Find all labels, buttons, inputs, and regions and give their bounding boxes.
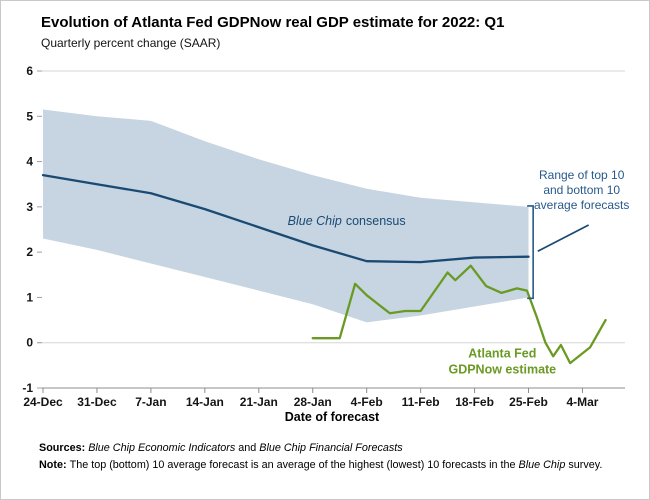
sources-segment-0: Sources: — [39, 442, 89, 454]
note-line: Note: The top (bottom) 10 average foreca… — [39, 459, 602, 471]
x-tick-label-7: 11-Feb — [402, 395, 440, 409]
sources-segment-1: Blue Chip Economic Indicators — [88, 442, 236, 454]
y-tick-label-1: 1 — [26, 290, 33, 304]
note-segment-0: Note: — [39, 459, 70, 471]
x-tick-label-2: 7-Jan — [135, 395, 166, 409]
range-label: Range of top 10 and bottom 10 average fore… — [534, 168, 629, 212]
y-tick-label-6: 6 — [26, 64, 33, 78]
x-tick-label-0: 24-Dec — [23, 395, 63, 409]
y-tick-label-2: 2 — [26, 245, 33, 259]
gdpnow-estimate-label: Atlanta Fed GDPNow estimate — [448, 347, 556, 377]
x-axis-title: Date of forecast — [284, 410, 380, 424]
chart-title: Evolution of Atlanta Fed GDPNow real GDP… — [41, 14, 505, 31]
range-bracket — [527, 205, 534, 300]
x-tick-label-10: 4-Mar — [566, 395, 598, 409]
series-line-1 — [41, 174, 530, 264]
x-tick-label-8: 18-Feb — [455, 395, 494, 409]
x-tick-label-5: 28-Jan — [294, 395, 332, 409]
x-tick-label-3: 14-Jan — [186, 395, 224, 409]
note-segment-1: The top (bottom) 10 average forecast is … — [69, 459, 519, 471]
y-tick-label-0: 0 — [26, 336, 33, 350]
sources-segment-2: and — [235, 442, 260, 454]
x-tick-label-4: 21-Jan — [240, 395, 278, 409]
x-tick-label-6: 4-Feb — [351, 395, 383, 409]
y-tick-label-4: 4 — [26, 155, 33, 169]
y-tick-label-3: 3 — [26, 200, 33, 214]
blue-chip-range-band — [43, 109, 529, 323]
x-tick-label-9: 25-Feb — [509, 395, 548, 409]
note-segment-2: Blue Chip — [518, 459, 566, 471]
y-tick-label-5: 5 — [26, 109, 33, 123]
sources-line: Sources: Blue Chip Economic Indicators a… — [39, 442, 403, 454]
chart-subtitle: Quarterly percent change (SAAR) — [41, 36, 221, 50]
range-leader-line — [537, 224, 590, 252]
x-tick-label-1: 31-Dec — [77, 395, 117, 409]
blue-chip-consensus-label: Blue Chip consensus — [288, 214, 406, 228]
series-line-2 — [311, 264, 607, 365]
y-tick-label--1: -1 — [22, 381, 33, 395]
note-segment-3: survey. — [565, 459, 603, 471]
sources-segment-3: Blue Chip Financial Forecasts — [259, 442, 403, 454]
